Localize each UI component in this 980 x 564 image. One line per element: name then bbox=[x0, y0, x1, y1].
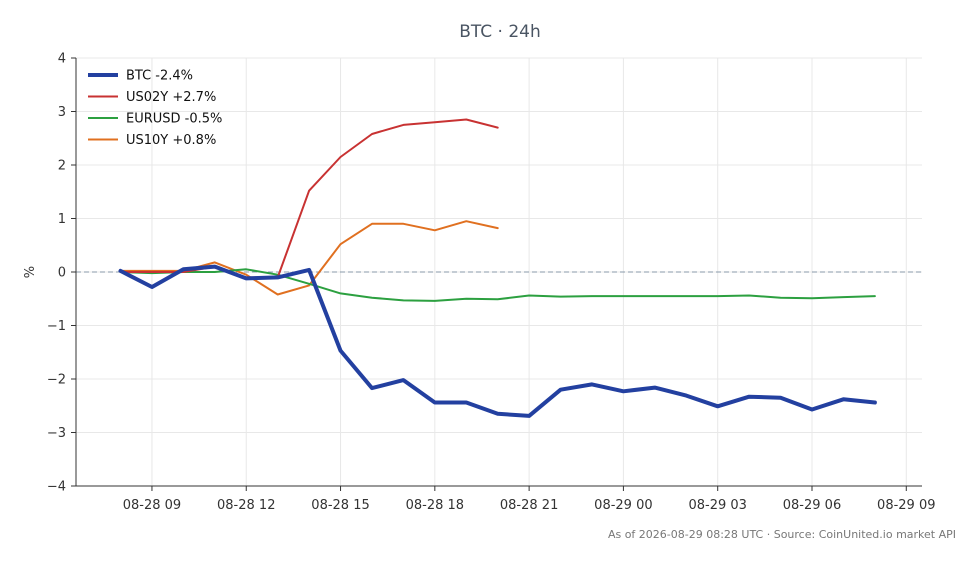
x-tick-label: 08-29 00 bbox=[594, 498, 652, 513]
y-tick-label: 3 bbox=[58, 105, 66, 120]
series-line-1 bbox=[119, 118, 499, 279]
y-tick-label: 1 bbox=[58, 212, 66, 227]
y-tick-label: −1 bbox=[47, 319, 66, 334]
legend-label: US10Y +0.8% bbox=[126, 133, 216, 148]
legend-label: BTC -2.4% bbox=[126, 69, 193, 84]
x-tick-label: 08-28 21 bbox=[500, 498, 558, 513]
y-tick-label: 2 bbox=[58, 159, 66, 174]
legend: BTC -2.4% US02Y +2.7% EURUSD -0.5% US10Y +0… bbox=[88, 69, 222, 148]
x-tick-label: 08-29 09 bbox=[877, 498, 935, 513]
x-tick-label: 08-28 12 bbox=[217, 498, 275, 513]
legend-label: EURUSD -0.5% bbox=[126, 112, 222, 127]
chart-footer: As of 2026-08-29 08:28 UTC · Source: Coi… bbox=[608, 528, 956, 541]
x-tick-label: 08-28 09 bbox=[123, 498, 181, 513]
series-layer bbox=[118, 118, 877, 418]
x-tick-label: 08-29 03 bbox=[688, 498, 746, 513]
chart-title: BTC · 24h bbox=[459, 22, 541, 42]
x-tick-label: 08-28 18 bbox=[406, 498, 464, 513]
y-tick-label: 4 bbox=[58, 52, 66, 67]
y-tick-label: −4 bbox=[47, 480, 66, 495]
x-tick-label: 08-29 06 bbox=[783, 498, 841, 513]
series-line-0 bbox=[118, 264, 877, 418]
legend-label: US02Y +2.7% bbox=[126, 90, 216, 105]
y-tick-label: 0 bbox=[58, 266, 66, 281]
x-tick-label: 08-28 15 bbox=[311, 498, 369, 513]
y-tick-label: −3 bbox=[47, 426, 66, 441]
y-axis: −4 −3 −2 −1 0 1 2 3 4 bbox=[47, 52, 922, 495]
x-axis: 08-28 09 08-28 12 08-28 15 08-28 18 08-28 21… bbox=[123, 486, 936, 513]
y-axis-label: % bbox=[23, 266, 38, 278]
y-tick-label: −2 bbox=[47, 373, 66, 388]
series-line-2 bbox=[119, 268, 876, 302]
